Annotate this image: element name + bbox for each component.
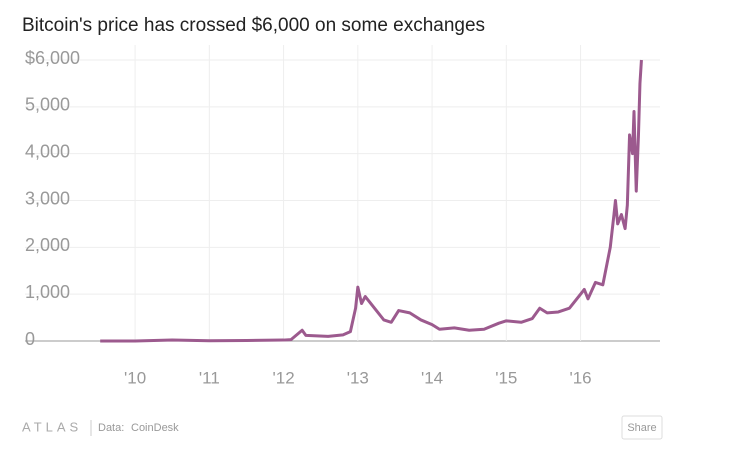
share-button[interactable] [621,415,663,440]
x-tick-label: '15 [495,368,517,387]
brand: ATLAS [22,419,82,434]
source-label: Data: [98,422,124,434]
x-tick-label: '10 [124,368,146,387]
y-tick-label: $6,000 [25,48,80,68]
share-label[interactable]: Share [627,422,656,434]
x-tick-label: '11 [199,368,220,387]
x-tick-label: '13 [347,368,369,387]
y-tick-label: 0 [25,329,35,349]
y-tick-label: 4,000 [25,141,70,161]
price-line [100,59,643,343]
x-tick-label: '14 [421,368,443,387]
x-tick-label: '16 [569,368,591,387]
y-tick-label: 3,000 [25,188,70,208]
x-tick-label: '12 [273,368,295,387]
source: CoinDesk [131,422,179,434]
chart-title: Bitcoin's price has crossed $6,000 on so… [22,15,485,36]
y-tick-label: 2,000 [25,235,70,255]
y-tick-label: 1,000 [25,282,70,302]
y-tick-label: 5,000 [25,95,70,115]
